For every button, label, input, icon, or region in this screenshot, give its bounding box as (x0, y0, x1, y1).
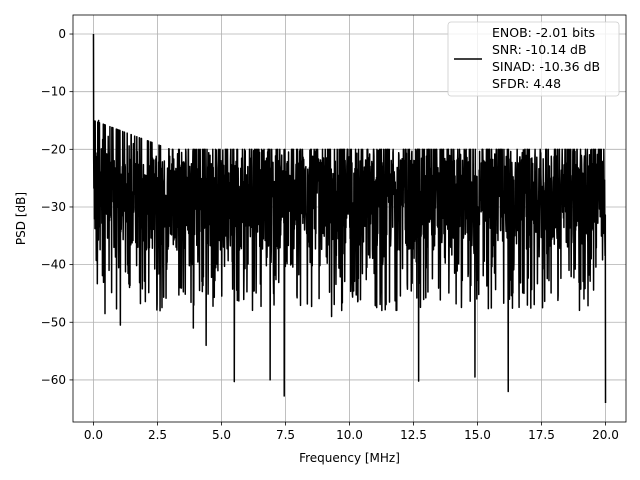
y-tick-label: −60 (41, 373, 66, 387)
x-tick-label: 17.5 (528, 428, 555, 442)
y-tick-label: −30 (41, 200, 66, 214)
x-tick-label: 7.5 (276, 428, 295, 442)
legend-entry-enob: ENOB: -2.01 bits (492, 25, 595, 40)
x-tick-label: 10.0 (336, 428, 363, 442)
series-group (92, 34, 607, 403)
legend-box (447, 21, 620, 97)
x-tick-label: 20.0 (592, 428, 619, 442)
y-tick-label: −40 (41, 258, 66, 272)
x-axis-ticks: 0.0 2.5 5.0 7.5 10.0 12.5 15.0 17.5 20.0 (84, 422, 619, 442)
y-axis-ticks: 0 −10 −20 −30 −40 −50 −60 (41, 27, 73, 387)
x-tick-label: 2.5 (148, 428, 167, 442)
psd-series-line (92, 34, 607, 403)
x-tick-label: 12.5 (400, 428, 427, 442)
x-tick-label: 5.0 (212, 428, 231, 442)
x-axis-label: Frequency [MHz] (299, 451, 400, 465)
legend-entry-snr: SNR: -10.14 dB (492, 42, 587, 57)
legend-entry-sfdr: SFDR: 4.48 (492, 76, 561, 91)
x-tick-label: 15.0 (464, 428, 491, 442)
legend-entry-sinad: SINAD: -10.36 dB (492, 59, 600, 74)
y-tick-label: −20 (41, 142, 66, 156)
y-tick-label: −10 (41, 85, 66, 99)
y-tick-label: 0 (58, 27, 66, 41)
x-tick-label: 0.0 (84, 428, 103, 442)
y-axis-label: PSD [dB] (14, 192, 28, 245)
legend: ENOB: -2.01 bits SNR: -10.14 dB SINAD: -… (447, 21, 620, 97)
y-tick-label: −50 (41, 315, 66, 329)
